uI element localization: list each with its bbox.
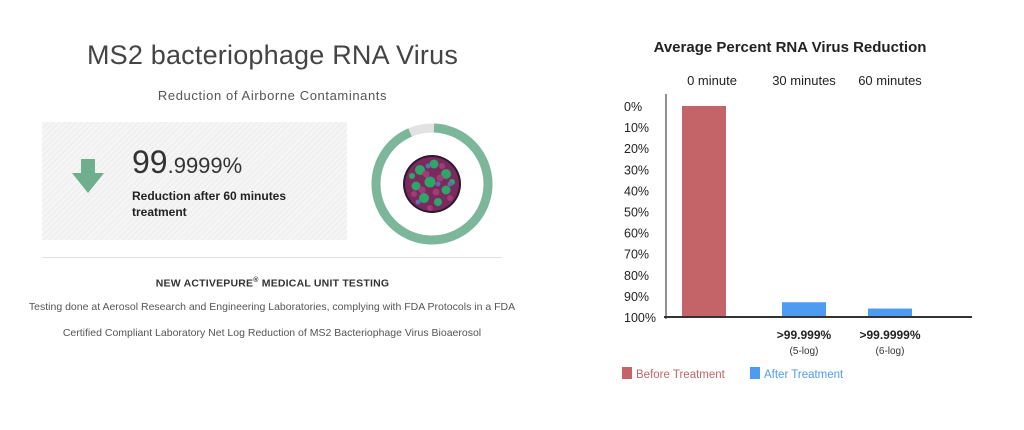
bar-before-treatment-0 [682, 106, 726, 317]
testing-description: Testing done at Aerosol Research and Eng… [28, 301, 516, 339]
y-tick-6: 60% [624, 227, 649, 241]
bar-label-1: >99.9999% [859, 328, 920, 342]
arrow-down-icon [72, 159, 104, 193]
y-tick-5: 50% [624, 206, 649, 220]
chart-panel: Average Percent RNA Virus Reduction 0 min… [560, 0, 1024, 430]
category-label-0: 0 minute [687, 73, 737, 88]
reduction-percent-decimal: .9999% [167, 153, 243, 178]
bar-after-treatment-2 [868, 308, 912, 317]
legend-label-0: Before Treatment [636, 369, 726, 381]
bar-sublabel-0: (5-log) [790, 346, 819, 357]
y-tick-3: 30% [624, 163, 649, 177]
reduction-description: Reduction after 60 minutes treatment [132, 189, 287, 219]
category-label-2: 60 minutes [858, 73, 922, 88]
y-tick-7: 70% [624, 248, 649, 262]
left-panel: MS2 bacteriophage RNA Virus Reduction of… [0, 40, 545, 339]
reduction-percent-main: 99 [132, 144, 168, 180]
bar-after-treatment-1 [782, 302, 826, 317]
y-tick-9: 90% [624, 290, 649, 304]
testing-heading: NEW ACTIVEPURE® MEDICAL UNIT TESTING [0, 277, 545, 290]
bar-sublabel-1: (6-log) [876, 346, 905, 357]
legend-swatch-1 [750, 367, 760, 379]
virus-ring-graphic [371, 123, 493, 245]
testing-heading-suffix: MEDICAL UNIT TESTING [258, 277, 390, 290]
stat-card: 99.9999% Reduction after 60 minutes trea… [42, 122, 347, 240]
legend-label-1: After Treatment [764, 369, 844, 381]
bar-chart: Average Percent RNA Virus Reduction 0 min… [622, 39, 972, 381]
testing-heading-mark: ® [253, 277, 259, 284]
testing-heading-brand: NEW ACTIVEPURE [155, 277, 254, 290]
y-tick-8: 80% [624, 269, 649, 283]
section-divider [42, 257, 502, 258]
y-tick-4: 40% [624, 184, 649, 198]
virus-icon [403, 155, 461, 213]
page-title: MS2 bacteriophage RNA Virus [86, 40, 459, 70]
ring-progress [371, 123, 493, 245]
y-tick-1: 10% [624, 121, 649, 135]
category-label-1: 30 minutes [772, 73, 836, 88]
legend-swatch-0 [622, 367, 632, 379]
reduction-percent: 99.9999% [132, 144, 242, 181]
chart-title: Average Percent RNA Virus Reduction [654, 39, 927, 56]
y-tick-0: 0% [624, 100, 642, 114]
y-tick-2: 20% [624, 142, 649, 156]
y-tick-10: 100% [624, 311, 656, 325]
bar-label-0: >99.999% [777, 328, 832, 342]
page-subtitle: Reduction of Airborne Contaminants [157, 88, 388, 103]
